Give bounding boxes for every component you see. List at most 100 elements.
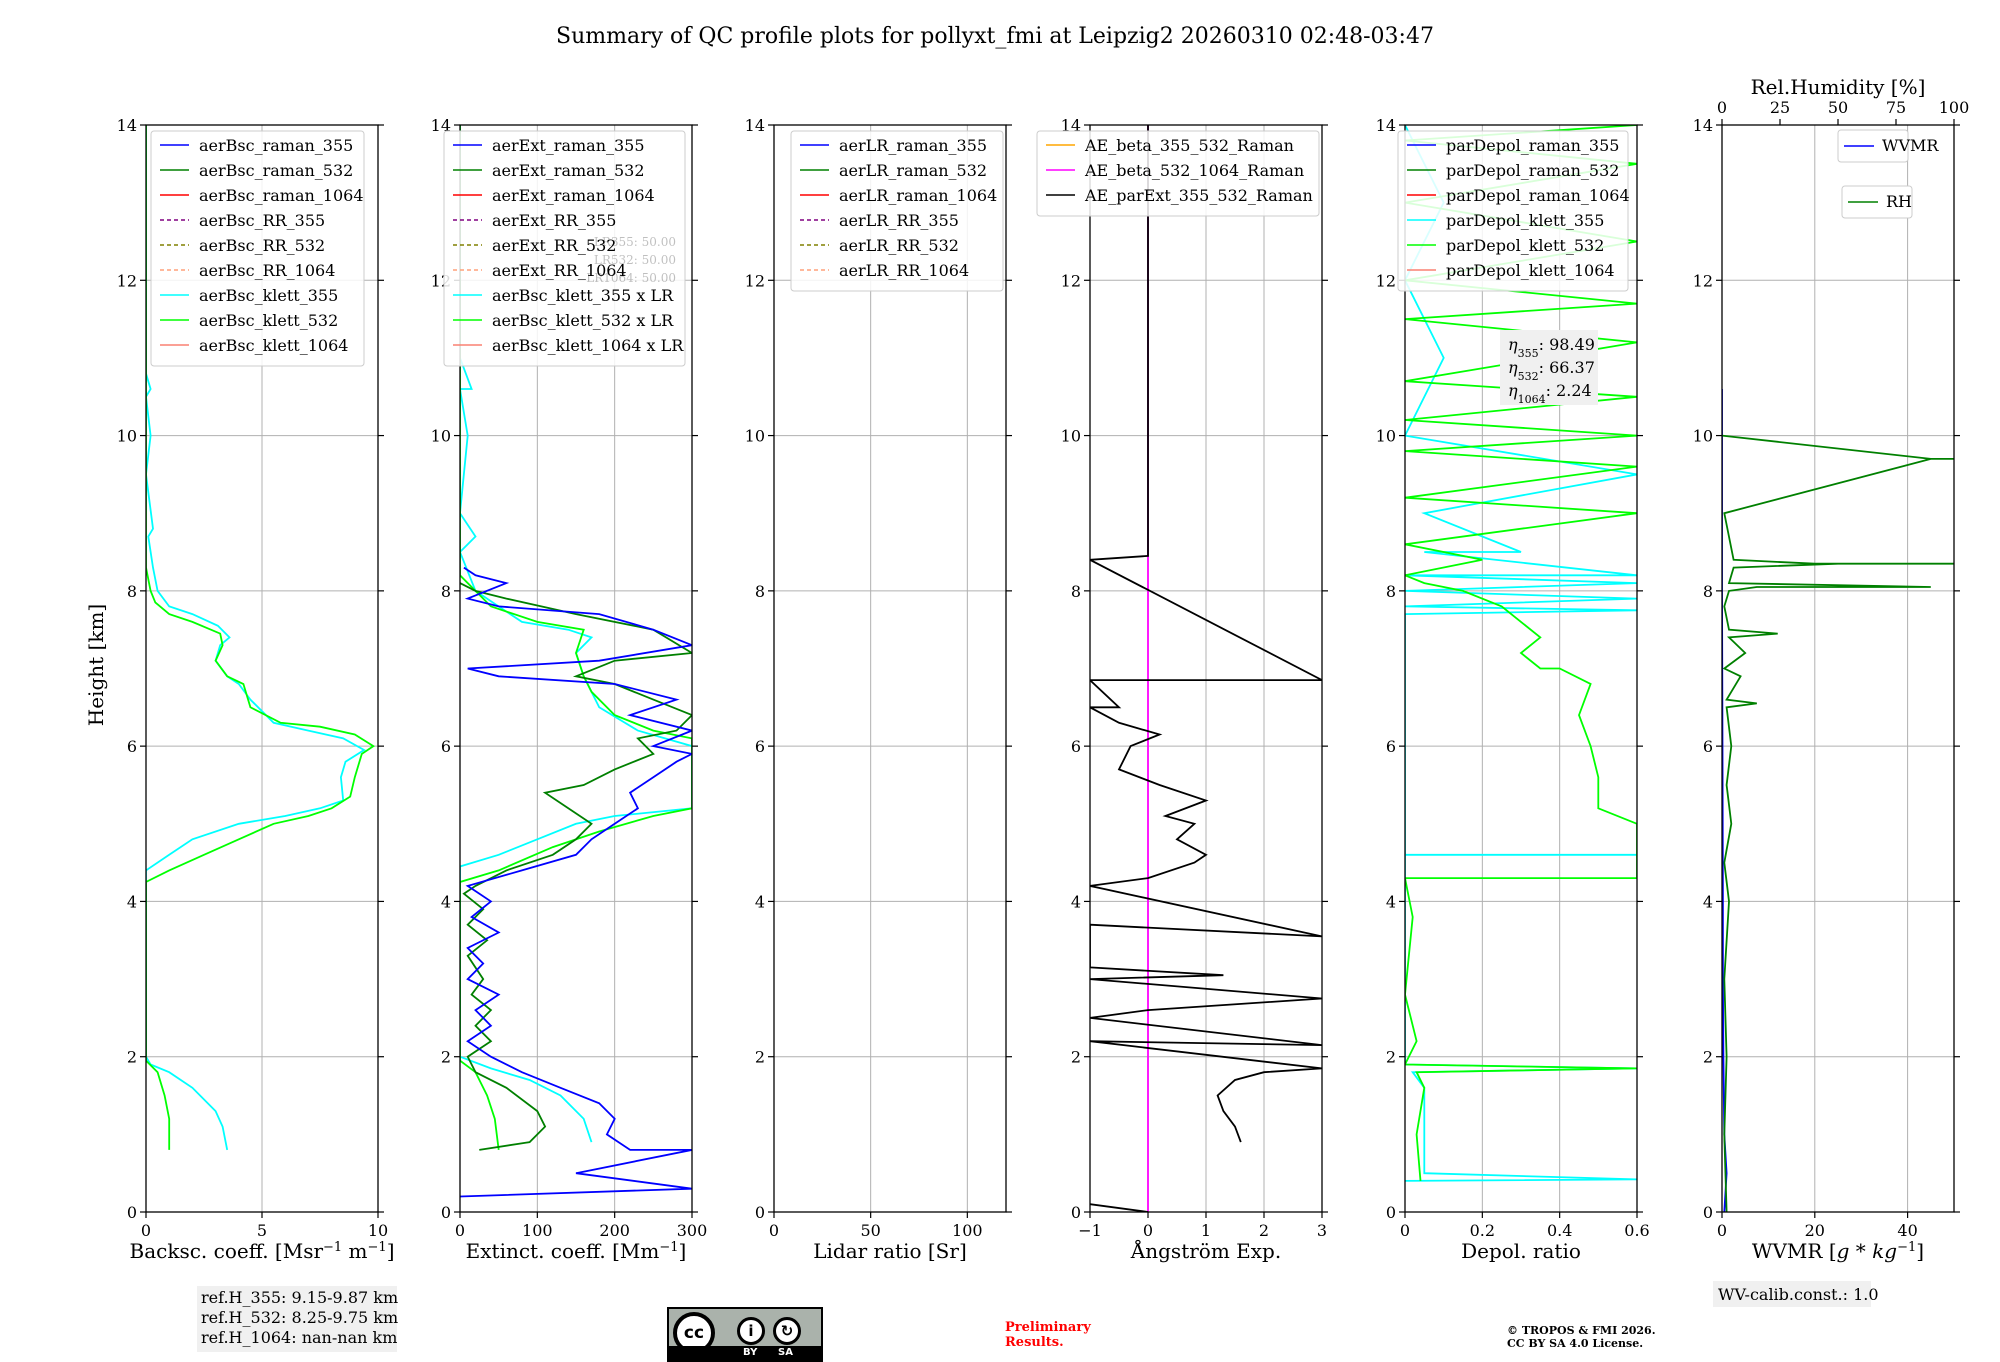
y-tick-label: 0 [1703, 1203, 1713, 1222]
x-axis-label: Lidar ratio [Sr] [813, 1239, 967, 1263]
series-line-AE_parExt_355_532_Raman_low [1090, 1203, 1149, 1212]
y-tick-label: 4 [1386, 892, 1396, 911]
legend-entry: aerExt_RR_355 [492, 211, 616, 230]
y-tick-label: 0 [755, 1203, 765, 1222]
x-tick-label: 20 [1805, 1221, 1825, 1240]
eta-value: : 98.49 [1539, 335, 1595, 354]
eta-subscript: 355 [1518, 347, 1539, 360]
y-tick-label: 4 [1703, 892, 1713, 911]
legend-box [1036, 130, 1320, 217]
legend-entry: aerBsc_klett_532 [199, 311, 338, 330]
legend-box [1397, 130, 1629, 292]
y-tick-label: 4 [1071, 892, 1081, 911]
legend-entry: aerLR_RR_1064 [839, 261, 969, 280]
y-tick-label: 10 [1376, 427, 1396, 446]
legend-entry: aerBsc_klett_355 x LR [492, 286, 674, 305]
top-x-tick-label: 50 [1828, 98, 1848, 117]
legend-entry: aerBsc_raman_355 [199, 136, 353, 155]
x-axis-label-part: ] [679, 1239, 687, 1263]
y-tick-label: 0 [1386, 1203, 1396, 1222]
y-tick-label: 8 [1703, 582, 1713, 601]
x-axis-label-part: −1 [368, 1240, 387, 1255]
x-tick-label: 10 [368, 1221, 388, 1240]
x-tick-label: 50 [860, 1221, 880, 1240]
series-line-parDepol_klett_532 [1405, 125, 1637, 1181]
copyright-line-1: © TROPOS & FMI 2026. [1507, 1324, 1656, 1337]
x-tick-label: 5 [257, 1221, 267, 1240]
legend-box [150, 130, 365, 367]
x-tick-label: 3 [1317, 1221, 1327, 1240]
eta-symbol: η [1508, 335, 1518, 354]
legend-entry: AE_beta_355_532_Raman [1084, 136, 1294, 155]
x-axis-label: WVMR [g * kg−1] [1752, 1239, 1924, 1263]
x-tick-label: 0.6 [1624, 1221, 1649, 1240]
series-line-aerExt_raman_532 [460, 582, 692, 1151]
y-tick-label: 4 [441, 892, 451, 911]
x-axis-label-part: Extinct. coeff. [Mm [466, 1239, 660, 1263]
y-tick-label: 6 [1703, 737, 1713, 756]
plot-frame [459, 124, 693, 1213]
copyright-line-2: CC BY SA 4.0 License. [1507, 1337, 1643, 1350]
eta-entry: η355: 98.49 [1508, 335, 1595, 360]
legend-box [790, 130, 1004, 292]
legend-entry: aerLR_raman_532 [839, 161, 987, 180]
legend-entry: aerExt_raman_355 [492, 136, 645, 155]
x-axis-label-part: g * kg [1837, 1239, 1897, 1263]
y-tick-label: 2 [755, 1048, 765, 1067]
y-tick-label: 10 [1693, 427, 1713, 446]
legend-entry: aerBsc_raman_532 [199, 161, 353, 180]
series-line-aerBsc_klett_532 x LR [460, 125, 692, 1151]
y-tick-label: 0 [127, 1203, 137, 1222]
panel-depol: 0 2 4 6 8 10 12 14 0 0.2 0.4 0.6 Depol. ratio parDepo… [1376, 116, 1650, 1263]
legend-entry: parDepol_raman_355 [1446, 136, 1619, 155]
y-tick-label: 6 [755, 737, 765, 756]
eta-value: : 2.24 [1546, 381, 1592, 400]
by-label: BY [743, 1347, 758, 1358]
eta-subscript: 1064 [1518, 393, 1546, 406]
y-tick-label: 14 [1376, 116, 1396, 135]
legend-entry: aerBsc_klett_355 [199, 286, 338, 305]
x-axis-label-part: −1 [659, 1240, 678, 1255]
y-tick-label: 10 [745, 427, 765, 446]
preliminary-label-2: Results. [1005, 1335, 1064, 1350]
x-axis-label-part: m [342, 1239, 367, 1263]
eta-symbol: η [1508, 381, 1518, 400]
top-x-tick-label: 0 [1717, 98, 1727, 117]
x-axis-label-part: −1 [1897, 1240, 1916, 1255]
y-tick-label: 12 [1061, 271, 1081, 290]
x-axis-label: Backsc. coeff. [Msr−1 m−1] [130, 1239, 395, 1263]
y-tick-label: 2 [441, 1048, 451, 1067]
legend-entry: aerBsc_klett_1064 x LR [492, 336, 684, 355]
eta-entry: η532: 66.37 [1508, 358, 1595, 383]
legend-entry: parDepol_klett_355 [1446, 211, 1604, 230]
y-tick-label: 14 [431, 116, 451, 135]
y-tick-label: 6 [127, 737, 137, 756]
x-axis-label-part: Backsc. coeff. [Msr [130, 1239, 324, 1263]
plot-frame [1721, 124, 1955, 1213]
x-tick-label: 0 [769, 1221, 779, 1240]
top-axis-label: Rel.Humidity [%] [1751, 75, 1926, 99]
legend-entry: parDepol_raman_532 [1446, 161, 1619, 180]
y-tick-label: 10 [1061, 427, 1081, 446]
lr-label: LR532: 50.00 [594, 253, 676, 267]
x-axis-label-part: ] [387, 1239, 395, 1263]
x-tick-label: 0 [1717, 1221, 1727, 1240]
y-tick-label: 8 [127, 582, 137, 601]
lr-label: LR1064: 50.00 [586, 271, 676, 285]
x-tick-label: 0.4 [1547, 1221, 1572, 1240]
y-tick-label: 8 [441, 582, 451, 601]
legend-entry: aerLR_raman_355 [839, 136, 987, 155]
y-tick-label: 6 [441, 737, 451, 756]
y-tick-label: 2 [127, 1048, 137, 1067]
legend-entry: WVMR [1882, 136, 1939, 155]
legend-entry: RH [1886, 192, 1912, 211]
legend-entry: aerExt_raman_1064 [492, 186, 655, 205]
y-tick-label: 0 [441, 1203, 451, 1222]
eta-box [1500, 330, 1598, 405]
eta-value: : 66.37 [1539, 358, 1595, 377]
x-tick-label: 0 [1143, 1221, 1153, 1240]
legend-entry: parDepol_raman_1064 [1446, 186, 1630, 205]
y-tick-label: 10 [431, 427, 451, 446]
